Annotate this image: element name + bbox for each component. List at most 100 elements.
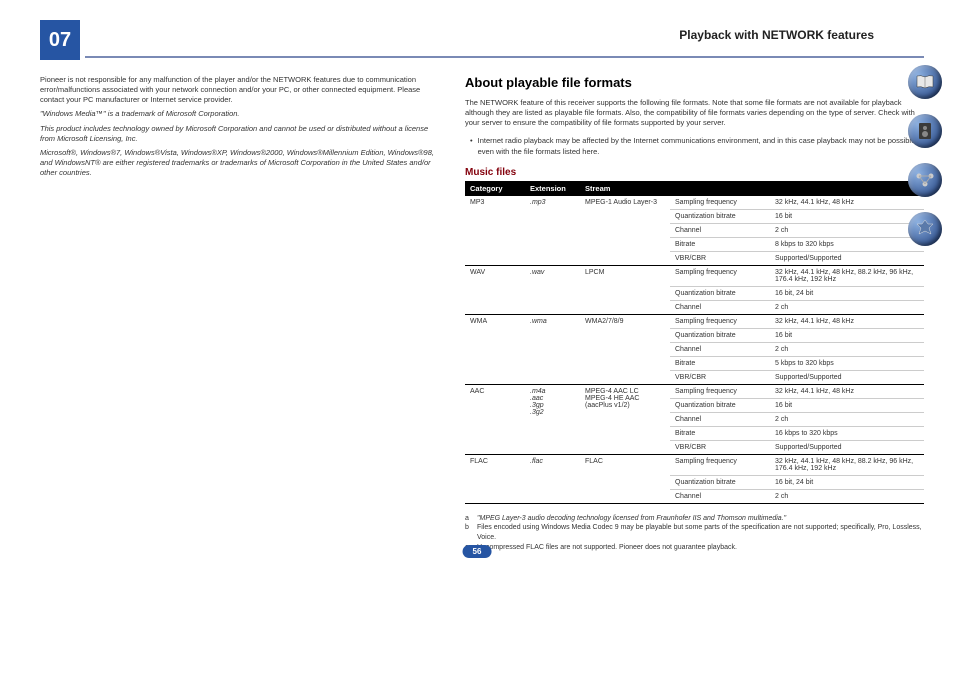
table-row: FLAC.flacFLACSampling frequency32 kHz, 4… <box>465 454 924 475</box>
subsection-title: Music files <box>465 167 924 178</box>
value-cell: 16 bit <box>770 209 924 223</box>
value-cell: Supported/Supported <box>770 251 924 265</box>
footnote-label: b <box>465 523 477 543</box>
formats-table: Category Extension Stream MP3.mp3MPEG-1 … <box>465 181 924 504</box>
value-cell: 2 ch <box>770 223 924 237</box>
property-cell: Channel <box>670 412 770 426</box>
footnote-text: Files encoded using Windows Media Codec … <box>477 523 924 543</box>
property-cell: Channel <box>670 223 770 237</box>
category-cell: MP3 <box>465 196 525 266</box>
side-icons <box>908 65 942 246</box>
footnote: bFiles encoded using Windows Media Codec… <box>465 523 924 543</box>
property-cell: Sampling frequency <box>670 196 770 210</box>
value-cell: 16 kbps to 320 kbps <box>770 426 924 440</box>
trademark-1: "Windows Media™" is a trademark of Micro… <box>40 109 440 119</box>
col-category: Category <box>465 181 525 196</box>
footnote-text: Uncompressed FLAC files are not supporte… <box>477 543 737 553</box>
property-cell: Channel <box>670 342 770 356</box>
table-row: AAC.m4a.aac.3gp.3g2MPEG-4 AAC LCMPEG-4 H… <box>465 384 924 398</box>
bullet-note: Internet radio playback may be affected … <box>465 136 924 156</box>
value-cell: 32 kHz, 44.1 kHz, 48 kHz <box>770 384 924 398</box>
category-cell: WAV <box>465 265 525 314</box>
stream-cell: WMA2/7/8/9 <box>580 314 670 384</box>
value-cell: 16 bit <box>770 328 924 342</box>
value-cell: 32 kHz, 44.1 kHz, 48 kHz <box>770 314 924 328</box>
stream-cell: MPEG-4 AAC LCMPEG-4 HE AAC(aacPlus v1/2) <box>580 384 670 454</box>
network-icon[interactable] <box>908 163 942 197</box>
col-value <box>770 181 924 196</box>
footnotes: a"MPEG Layer-3 audio decoding technology… <box>465 514 924 553</box>
footnote: cUncompressed FLAC files are not support… <box>465 543 924 553</box>
value-cell: 32 kHz, 44.1 kHz, 48 kHz, 88.2 kHz, 96 k… <box>770 454 924 475</box>
value-cell: 2 ch <box>770 300 924 314</box>
page-header: 07 Playback with NETWORK features <box>40 20 924 60</box>
category-cell: FLAC <box>465 454 525 503</box>
col-stream: Stream <box>580 181 670 196</box>
property-cell: Sampling frequency <box>670 265 770 286</box>
section-description: The NETWORK feature of this receiver sup… <box>465 98 924 128</box>
footnote-text: "MPEG Layer-3 audio decoding technology … <box>477 514 786 524</box>
property-cell: Bitrate <box>670 237 770 251</box>
value-cell: 16 bit, 24 bit <box>770 475 924 489</box>
license-note: This product includes technology owned b… <box>40 124 440 144</box>
disclaimer-1: Pioneer is not responsible for any malfu… <box>40 75 440 105</box>
chapter-number: 07 <box>40 20 80 60</box>
header-rule <box>85 56 924 58</box>
header-title-post: features <box>824 28 874 42</box>
property-cell: Quantization bitrate <box>670 398 770 412</box>
category-cell: WMA <box>465 314 525 384</box>
value-cell: 8 kbps to 320 kbps <box>770 237 924 251</box>
page-number: 56 <box>463 545 492 558</box>
col-property <box>670 181 770 196</box>
property-cell: Quantization bitrate <box>670 286 770 300</box>
table-header-row: Category Extension Stream <box>465 181 924 196</box>
property-cell: Quantization bitrate <box>670 475 770 489</box>
trademark-2: Microsoft®, Windows®7, Windows®Vista, Wi… <box>40 148 440 178</box>
value-cell: 16 bit <box>770 398 924 412</box>
speaker-icon[interactable] <box>908 114 942 148</box>
extension-cell: .m4a.aac.3gp.3g2 <box>525 384 580 454</box>
stream-cell: FLAC <box>580 454 670 503</box>
bullet-text: Internet radio playback may be affected … <box>478 136 924 156</box>
value-cell: 2 ch <box>770 342 924 356</box>
value-cell: 16 bit, 24 bit <box>770 286 924 300</box>
section-title: About playable file formats <box>465 75 924 90</box>
property-cell: VBR/CBR <box>670 370 770 384</box>
value-cell: Supported/Supported <box>770 370 924 384</box>
extension-cell: .mp3 <box>525 196 580 266</box>
category-cell: AAC <box>465 384 525 454</box>
footnote-label: a <box>465 514 477 524</box>
badge-icon[interactable] <box>908 212 942 246</box>
left-column: Pioneer is not responsible for any malfu… <box>40 75 440 553</box>
table-row: WAV.wavLPCMSampling frequency32 kHz, 44.… <box>465 265 924 286</box>
book-icon[interactable] <box>908 65 942 99</box>
stream-cell: LPCM <box>580 265 670 314</box>
property-cell: VBR/CBR <box>670 251 770 265</box>
property-cell: Sampling frequency <box>670 384 770 398</box>
extension-cell: .wav <box>525 265 580 314</box>
property-cell: Quantization bitrate <box>670 209 770 223</box>
footnote: a"MPEG Layer-3 audio decoding technology… <box>465 514 924 524</box>
header-title: Playback with NETWORK features <box>679 28 874 42</box>
property-cell: Channel <box>670 489 770 503</box>
value-cell: 2 ch <box>770 412 924 426</box>
value-cell: Supported/Supported <box>770 440 924 454</box>
header-title-network: NETWORK <box>762 28 824 42</box>
extension-cell: .flac <box>525 454 580 503</box>
value-cell: 5 kbps to 320 kbps <box>770 356 924 370</box>
property-cell: Quantization bitrate <box>670 328 770 342</box>
extension-cell: .wma <box>525 314 580 384</box>
property-cell: Sampling frequency <box>670 454 770 475</box>
col-extension: Extension <box>525 181 580 196</box>
value-cell: 2 ch <box>770 489 924 503</box>
value-cell: 32 kHz, 44.1 kHz, 48 kHz, 88.2 kHz, 96 k… <box>770 265 924 286</box>
table-row: MP3.mp3MPEG-1 Audio Layer-3Sampling freq… <box>465 196 924 210</box>
value-cell: 32 kHz, 44.1 kHz, 48 kHz <box>770 196 924 210</box>
property-cell: Channel <box>670 300 770 314</box>
property-cell: Sampling frequency <box>670 314 770 328</box>
header-title-pre: Playback with <box>679 28 762 42</box>
right-column: About playable file formats The NETWORK … <box>465 75 924 553</box>
property-cell: VBR/CBR <box>670 440 770 454</box>
property-cell: Bitrate <box>670 426 770 440</box>
stream-cell: MPEG-1 Audio Layer-3 <box>580 196 670 266</box>
